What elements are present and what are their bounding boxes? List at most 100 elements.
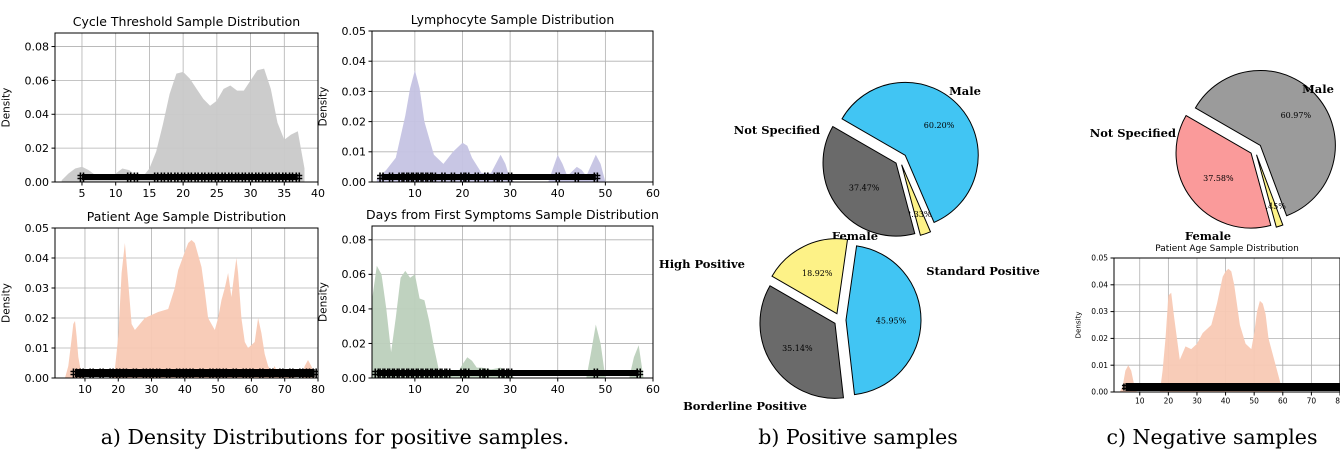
sample-mark	[198, 172, 208, 182]
x-tick-label: 40	[551, 383, 565, 396]
sample-mark	[1250, 383, 1258, 391]
sample-mark	[286, 172, 296, 182]
sample-mark	[591, 172, 601, 182]
sample-mark	[505, 172, 515, 182]
pie-percent-label: 35.14%	[782, 344, 813, 353]
pie-category-label: Female	[1185, 229, 1231, 243]
sample-mark	[180, 368, 190, 378]
x-tick-label: 30	[1192, 397, 1202, 406]
sample-mark	[1270, 383, 1278, 391]
sample-mark	[120, 368, 130, 378]
sample-mark	[496, 368, 506, 378]
sample-mark	[206, 368, 216, 378]
y-tick-label: 0.04	[25, 252, 50, 265]
sample-mark	[1164, 383, 1172, 391]
sample-mark	[178, 172, 188, 182]
y-axis-label: Density	[1074, 311, 1083, 338]
pie-category-label: Standard Positive	[926, 264, 1040, 278]
sample-mark	[171, 172, 181, 182]
pie-slice	[1175, 114, 1272, 229]
sample-mark	[1159, 383, 1167, 391]
x-tick-label: 40	[178, 383, 192, 396]
sample-mark	[77, 172, 87, 182]
sample-mark	[1150, 383, 1158, 391]
x-tick-label: 25	[210, 187, 224, 200]
sample-mark	[1330, 383, 1338, 391]
x-tick-label: 60	[646, 383, 660, 396]
x-tick-label: 40	[1221, 397, 1231, 406]
sample-mark	[424, 368, 434, 378]
sample-mark	[481, 172, 491, 182]
x-tick-label: 50	[211, 383, 225, 396]
sample-rug	[376, 370, 639, 376]
sample-mark	[1296, 383, 1304, 391]
sample-mark	[415, 368, 425, 378]
pie-slice	[841, 81, 979, 224]
sample-mark	[240, 368, 250, 378]
positive-ct-pie: 18.92% High Positive 45.95% Standard Positi…	[659, 238, 1040, 413]
y-tick-label: 0.03	[25, 282, 50, 295]
pie-slice	[901, 164, 932, 236]
sample-mark	[400, 172, 410, 182]
x-tick-label: 30	[503, 187, 517, 200]
sample-mark	[246, 368, 256, 378]
sample-mark	[192, 172, 202, 182]
sample-mark	[246, 172, 256, 182]
sample-mark	[443, 368, 453, 378]
y-tick-label: 0.01	[342, 146, 367, 159]
x-tick-label: 5	[78, 187, 85, 200]
sample-mark	[1222, 383, 1230, 391]
plot-frame	[54, 32, 319, 183]
x-tick-label: 20	[176, 187, 190, 200]
sample-mark	[572, 172, 582, 182]
sample-mark	[429, 368, 439, 378]
caption-a: a) Density Distributions for positive sa…	[101, 425, 570, 449]
pie-category-label: Borderline Positive	[683, 399, 807, 413]
y-tick-label: 0.06	[25, 74, 50, 87]
sample-mark	[462, 172, 472, 182]
sample-mark	[259, 172, 269, 182]
density-area	[65, 240, 315, 378]
sample-mark	[462, 368, 472, 378]
y-tick-label: 0.03	[1091, 307, 1108, 316]
sample-mark	[386, 172, 396, 182]
x-tick-label: 30	[145, 383, 159, 396]
pie-percent-label: 37.47%	[849, 183, 880, 192]
sample-mark	[107, 368, 117, 378]
x-tick-label: 60	[646, 187, 660, 200]
sample-mark	[1227, 383, 1235, 391]
sample-mark	[220, 368, 230, 378]
sample-mark	[296, 368, 306, 378]
sample-mark	[1322, 383, 1330, 391]
y-tick-label: 0.03	[342, 85, 367, 98]
sample-mark	[457, 172, 467, 182]
sample-mark	[158, 172, 168, 182]
sample-mark	[1305, 383, 1313, 391]
y-tick-label: 0.04	[342, 303, 367, 316]
sample-mark	[1130, 383, 1138, 391]
density-area	[61, 68, 305, 182]
x-tick-label: 30	[244, 187, 258, 200]
y-tick-label: 0.08	[25, 40, 50, 53]
sample-mark	[1216, 383, 1224, 391]
panel-title: Patient Age Sample Distribution	[87, 209, 286, 224]
sample-mark	[87, 368, 97, 378]
pie-category-label: Not Specified	[734, 123, 820, 137]
negative-sex-pie: 60.97% Male 1.45% Not Specified 37.58% Female	[1090, 69, 1336, 243]
sample-mark	[1287, 383, 1295, 391]
sample-rug	[74, 369, 315, 377]
sample-mark	[491, 172, 501, 182]
x-tick-label: 60	[244, 383, 258, 396]
sample-mark	[424, 172, 434, 182]
sample-mark	[70, 368, 80, 378]
plot-frame	[1113, 257, 1340, 393]
pie-percent-label: 2.33%	[906, 210, 932, 219]
sample-mark	[1264, 383, 1272, 391]
pie-slice	[822, 125, 916, 237]
sample-mark	[396, 172, 406, 182]
sample-mark	[266, 368, 276, 378]
sample-mark	[505, 368, 515, 378]
age-density-plot: 10 20 30 40 50 60 70 80 0.00 0.01 0.02 0.03 0.04 0.05…	[1, 209, 325, 396]
sample-mark	[457, 368, 467, 378]
